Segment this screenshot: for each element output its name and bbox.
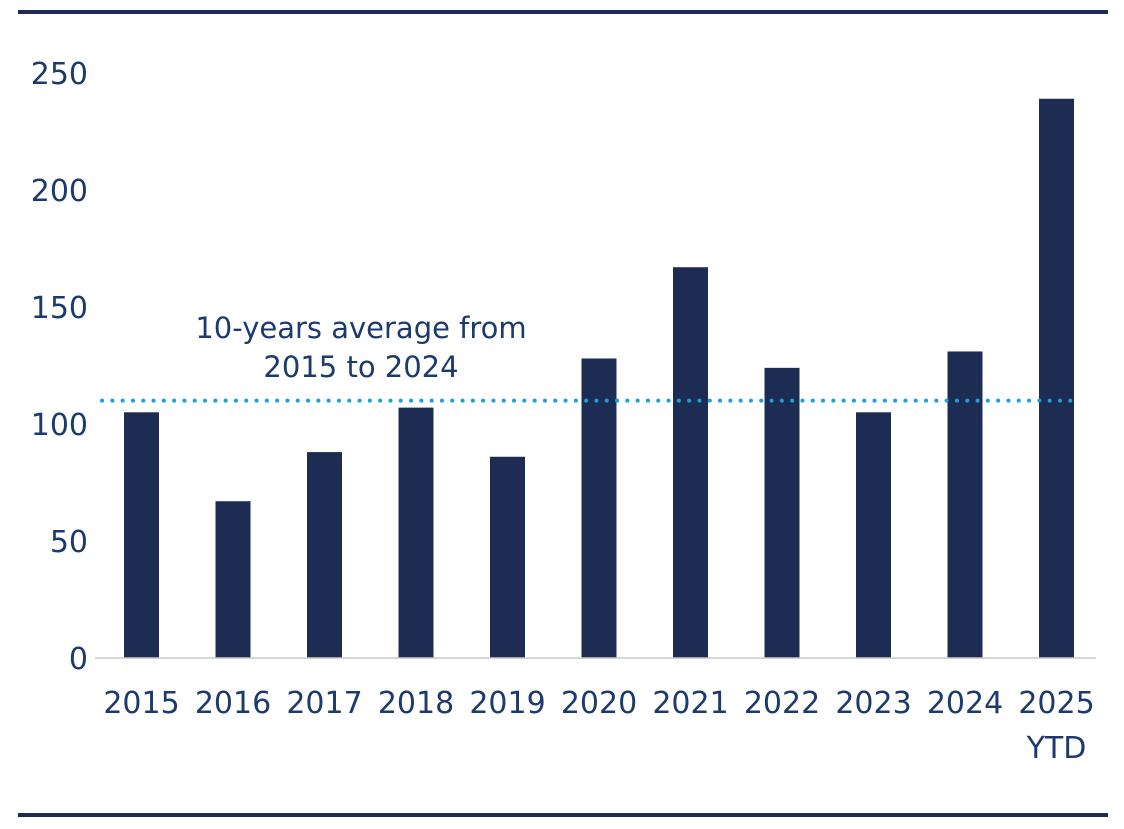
bars <box>124 98 1074 659</box>
bar <box>215 501 251 658</box>
x-tick-label: 2018 <box>378 686 454 721</box>
bar <box>490 456 525 658</box>
bar <box>124 412 159 658</box>
bar <box>764 367 800 658</box>
bar <box>673 267 708 658</box>
x-tick-label: 2021 <box>652 686 728 721</box>
y-tick-label: 200 <box>31 174 88 209</box>
bar <box>581 358 617 658</box>
average-line-label: 10-years average from <box>195 311 526 345</box>
bar <box>856 412 891 658</box>
bar <box>1039 98 1074 659</box>
average-line-group: 10-years average from 2015 to 2024 <box>100 311 1074 403</box>
y-tick-label: 50 <box>50 525 88 560</box>
y-tick-label: 150 <box>31 291 88 326</box>
bar <box>398 407 434 658</box>
x-tick-label: 2015 <box>103 686 179 721</box>
x-tick-label: 2023 <box>835 686 911 721</box>
x-tick-label: 2020 <box>561 686 637 721</box>
x-tick-label: 2022 <box>744 686 820 721</box>
x-tick-label: 2019 <box>469 686 545 721</box>
x-tick-label: YTD <box>1026 731 1087 766</box>
average-line-label: 2015 to 2024 <box>263 350 458 384</box>
y-tick-label: 100 <box>31 408 88 443</box>
bar <box>307 452 342 658</box>
x-tick-label: 2025 <box>1018 686 1094 721</box>
y-tick-label: 0 <box>69 642 88 677</box>
x-tick-label: 2016 <box>195 686 271 721</box>
x-tick-label: 2024 <box>927 686 1003 721</box>
y-tick-label: 250 <box>31 57 88 92</box>
y-axis-ticks: 0 50 100 150 200 250 <box>31 57 88 677</box>
bar <box>947 351 983 658</box>
x-axis-labels: 2015 2016 2017 2018 2019 2020 2021 2022 2023 2024… <box>103 686 1094 766</box>
x-tick-label: 2017 <box>286 686 362 721</box>
